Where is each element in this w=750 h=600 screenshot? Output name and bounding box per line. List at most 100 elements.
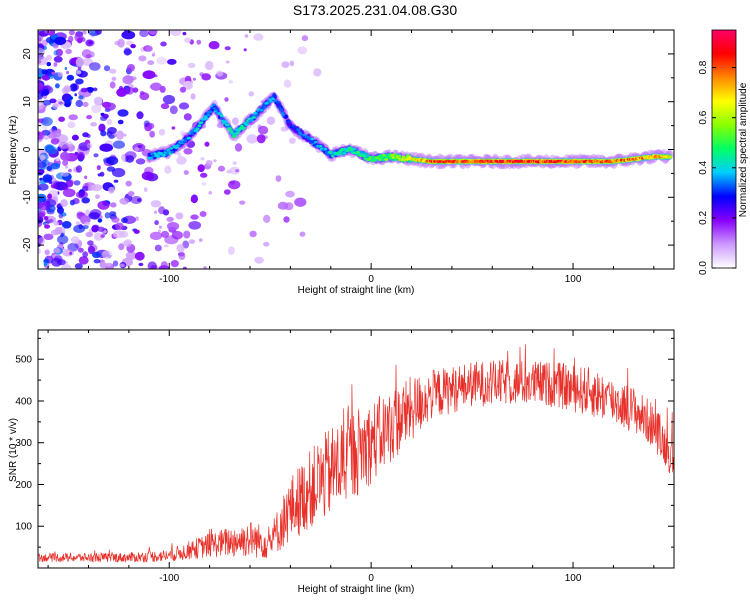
spectrogram-noise-blob [134,146,140,152]
spectrogram-ridge-cell [231,132,235,136]
spectrogram-noise-blob [108,186,115,194]
spectrogram-ridge-cell [162,153,166,157]
spectrogram-noise-blob [74,93,77,97]
spectrogram-noise-blob [99,171,105,177]
spectrogram-noise-blob [115,130,125,140]
spectrogram-noise-blob [53,184,58,189]
spectrogram-noise-blob [44,224,50,229]
spectrogram-noise-blob [192,77,196,81]
spectrogram-noise-blob [38,82,44,90]
spectrogram-noise-blob [68,114,78,121]
spectrogram-noise-blob [112,260,119,267]
spectrogram-noise-blob [201,182,207,186]
spectrogram-noise-blob [50,138,60,145]
spectrogram-noise-blob [48,74,55,79]
spectrogram-noise-blob [277,201,289,210]
spectrogram-noise-blob [92,251,101,259]
spectrogram-noise-blob [68,30,75,36]
spectrogram-noise-blob [75,78,84,85]
spectrogram-noise-blob [216,70,224,77]
spectrogram-noise-blob [149,231,163,241]
spectrogram-ridge-cell [325,153,330,156]
spectrogram-noise-blob [42,125,48,130]
snr-y-ticks: 100 200 300 400 500 [15,337,674,548]
spectrogram-noise-blob [167,222,180,231]
spectrogram-noise-blob [38,56,48,66]
spectrogram-noise-blob [80,87,88,93]
spectrogram-ridge-cell [204,116,209,120]
spectrogram-noise-blob [72,198,80,205]
spectrogram-noise-blob [162,94,176,105]
spectrogram-noise-blob [130,44,136,49]
spectrogram-noise-blob [200,157,205,161]
spectrogram-noise-blob [136,111,144,120]
spectrogram-noise-blob [106,166,116,172]
snr-x-axis-label: Height of straight line (km) [298,584,415,595]
spectrogram-noise-blob [54,255,63,263]
spectrogram-noise-blob [125,180,132,187]
spectrogram-noise-blob [44,249,50,256]
spectrogram-noise-blob [85,54,92,59]
spectrogram-noise-blob [43,95,47,99]
spectrogram-ridge-cell [393,153,398,157]
spectrogram-ridge-cell [391,156,396,159]
spectrogram-noise-blob [62,159,69,166]
spectrogram-noise-blob [263,241,270,247]
spectrogram-noise-blob [289,60,295,67]
spectrogram-noise-blob [182,31,187,36]
spectrogram-noise-blob [226,169,233,174]
spectrogram-noise-blob [154,74,158,78]
spectrogram-noise-blob [170,30,182,37]
spectrogram-noise-blob [38,47,45,57]
spectrogram-noise-blob [228,246,235,255]
spectrogram-noise-blob [135,158,146,165]
spectrogram-noise-blob [87,245,96,255]
spectrogram-noise-blob [89,62,101,71]
spectrogram-ridge-cell [165,153,169,156]
spectrogram-noise-blob [103,65,111,72]
spectrogram-noise-blob [224,97,229,102]
spectrogram-noise-blob [118,85,124,91]
spectrogram-noise-blob [124,151,137,160]
spectrogram-noise-blob [130,196,142,204]
spectrogram-noise-blob [61,221,72,229]
spectrogram-noise-blob [217,165,226,172]
plot-frame [37,329,675,569]
spectrogram-noise-blob [38,237,45,245]
spectrogram-ridge-cell [226,123,230,126]
spectrogram-noise-blob [109,211,117,216]
spectrogram-ridge-cell [397,154,402,158]
spectrogram-noise-blob [158,265,170,269]
spectrogram-noise-blob [176,244,185,253]
spectrogram-noise-blob [283,79,292,88]
spectrogram-noise-blob [232,117,239,126]
y-tick-label: 20 [22,48,33,60]
spectrogram-noise-blob [281,61,290,68]
spectrogram-noise-blob [86,39,93,47]
spectrogram-noise-blob [152,51,156,55]
spectrogram-ridge-cell [214,108,219,112]
spectrogram-noise-blob [68,96,74,100]
spectrogram-ridge-cell [224,120,228,123]
spectrogram-ridge-cell [269,100,274,103]
spectrogram-noise-blob [38,248,41,254]
spectrogram-noise-blob [160,41,167,47]
spectrogram-noise-blob [38,201,51,211]
spectrogram-noise-blob [100,112,105,116]
spectrogram-noise-blob [64,98,73,105]
spectrogram-noise-blob [41,74,51,81]
spectrogram-noise-blob [58,101,63,105]
spectrogram-noise-blob [68,168,72,173]
spectrogram-noise-blob [164,165,172,174]
spectrogram-noise-blob [234,143,243,152]
spectrogram-noise-blob [158,206,166,215]
spectrogram-noise-blob [43,136,50,140]
spectrogram-ridge-cell [382,154,387,157]
spectrogram-noise-blob [135,216,139,221]
spectrogram-noise-blob [84,175,88,180]
spectrogram-noise-blob [109,81,116,89]
spectrogram-noise-blob [71,134,79,141]
spectrogram-noise-blob [38,73,44,78]
spectrogram-noise-blob [141,171,154,181]
spectrogram-noise-blob [180,130,185,136]
